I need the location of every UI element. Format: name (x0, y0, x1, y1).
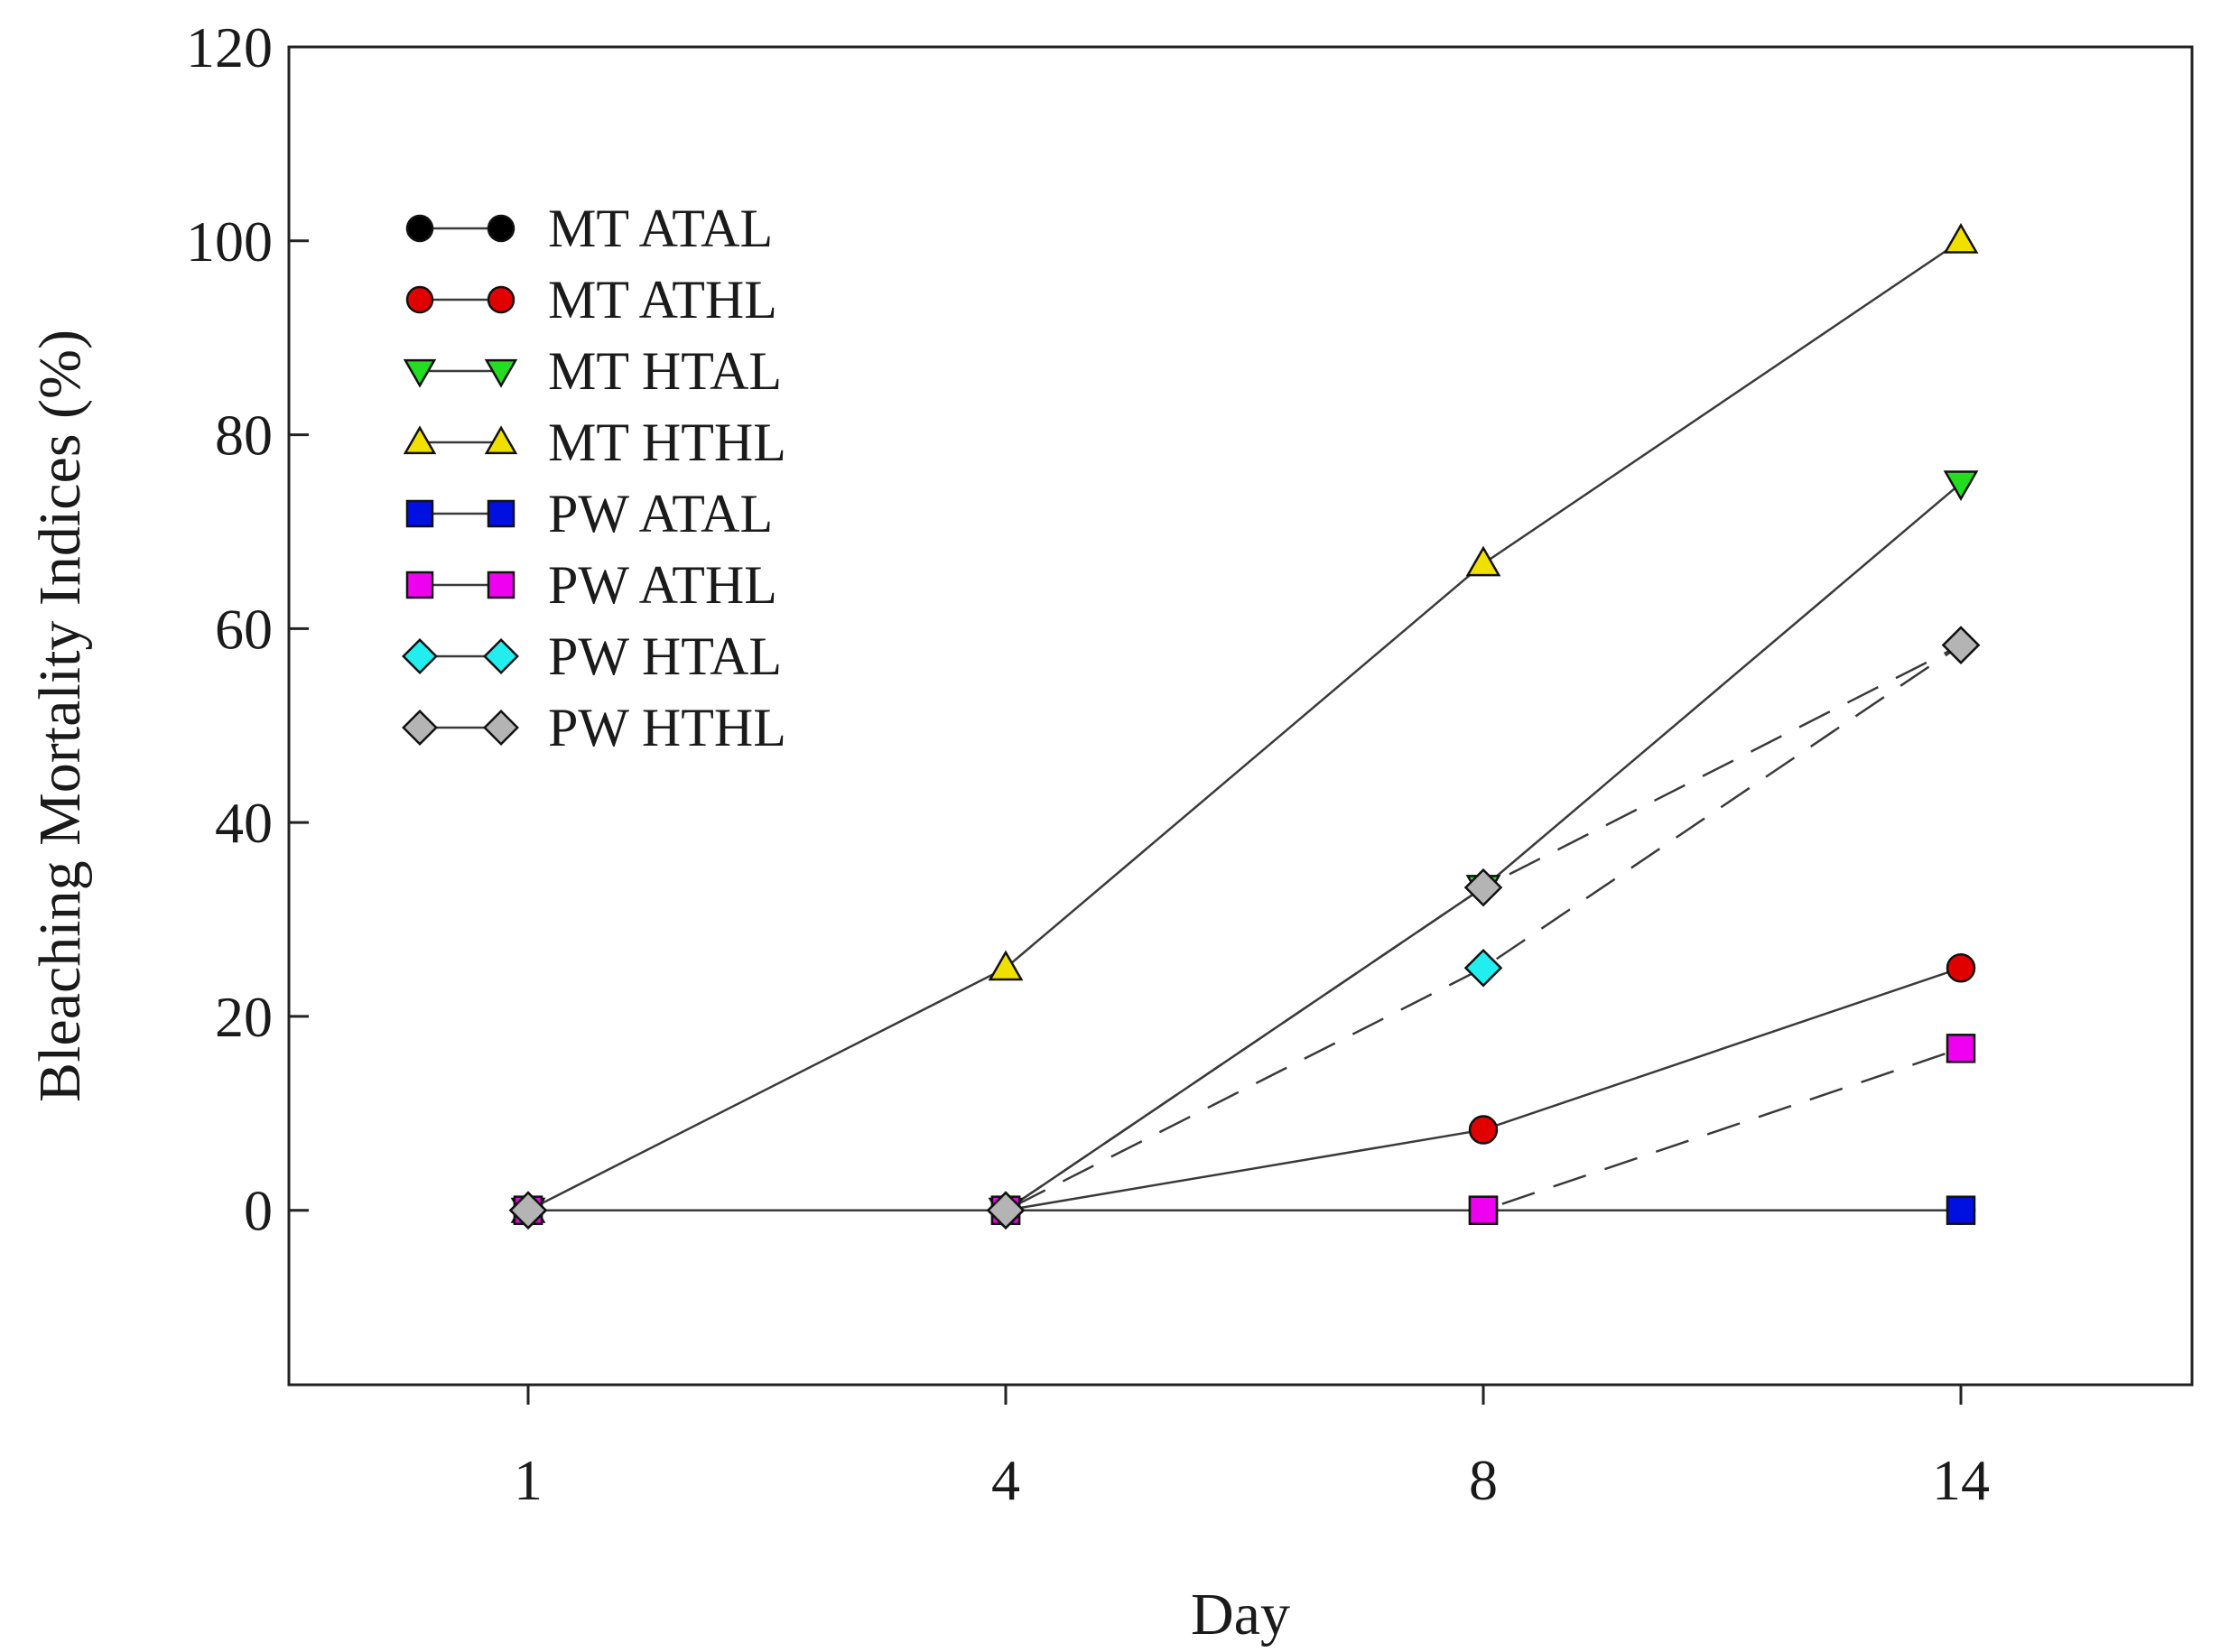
x-axis-ticks: 1 4 8 14 (514, 1385, 1990, 1512)
point-pw-athl (1946, 1034, 1976, 1063)
legend-label: MT HTHL (548, 413, 786, 472)
y-axis-title: Bleaching Mortality Indices (%) (27, 329, 93, 1102)
point-mt-athl (1468, 1115, 1499, 1145)
legend-item-pw-athl: PW ATHL (405, 555, 777, 615)
point-pw-atal (1946, 1195, 1976, 1225)
y-tick-label: 120 (186, 15, 273, 79)
legend-item-mt-htal: MT HTAL (403, 341, 782, 401)
y-tick-label: 60 (215, 597, 273, 661)
point-pw-hthl (986, 1191, 1026, 1230)
series-line-mt-athl (528, 967, 1962, 1211)
y-tick-label: 40 (215, 791, 273, 855)
point-pw-hthl (1463, 868, 1503, 907)
legend-item-pw-atal: PW ATAL (405, 484, 773, 543)
legend-label: MT HTAL (548, 341, 782, 401)
legend-label: MT ATAL (548, 199, 773, 258)
legend-label: MT ATHL (548, 270, 777, 329)
y-tick-label: 0 (244, 1179, 273, 1243)
legend-marker-left (405, 499, 434, 528)
point-pw-htal (1463, 948, 1503, 988)
series-markers (508, 223, 1981, 1230)
y-tick-label: 20 (215, 985, 273, 1049)
legend-marker-left (403, 358, 437, 388)
legend-marker-left (405, 571, 434, 599)
legend-marker-left (402, 638, 438, 674)
legend-item-mt-atal: MT ATAL (405, 199, 773, 258)
y-tick-label: 100 (186, 209, 273, 274)
legend-item-mt-athl: MT ATHL (405, 270, 777, 329)
series-line-pw-athl (528, 1047, 1962, 1211)
legend-marker-right (487, 571, 516, 599)
legend-marker-left (403, 425, 437, 455)
point-pw-hthl (508, 1191, 548, 1230)
legend-label: PW HTHL (548, 698, 786, 757)
point-pw-hthl (1941, 626, 1981, 664)
legend-item-pw-htal: PW HTAL (402, 626, 782, 686)
legend-label: PW ATHL (548, 555, 777, 615)
point-mt-hthl (1943, 223, 1979, 254)
x-tick-label: 4 (991, 1448, 1020, 1512)
point-mt-hthl (1465, 545, 1501, 577)
y-axis-ticks: 0 20 40 60 80 100 120 (186, 15, 309, 1243)
series-lines (527, 239, 1962, 1211)
point-mt-hthl (988, 950, 1024, 981)
legend-marker-right (483, 710, 519, 746)
x-axis-title: Day (1191, 1582, 1290, 1647)
legend-marker-right (487, 499, 516, 528)
x-tick-label: 8 (1469, 1448, 1498, 1512)
legend: MT ATAL MT ATHL MT HTAL MT HTHL PW ATAL PW AT… (402, 199, 786, 757)
plot-frame (287, 45, 2194, 1387)
x-tick-label: 14 (1932, 1448, 1990, 1512)
legend-marker-left (402, 710, 438, 746)
legend-marker-right (484, 358, 518, 388)
legend-marker-left (405, 214, 434, 243)
legend-marker-right (487, 214, 516, 243)
point-mt-athl (1946, 952, 1976, 983)
legend-marker-left (405, 285, 434, 314)
legend-label: PW ATAL (548, 484, 773, 543)
point-mt-htal (1943, 470, 1979, 502)
x-tick-label: 1 (514, 1448, 543, 1512)
legend-item-pw-hthl: PW HTHL (402, 698, 786, 757)
legend-label: PW HTAL (548, 626, 782, 686)
legend-item-mt-hthl: MT HTHL (403, 413, 786, 472)
legend-marker-right (487, 285, 516, 314)
series-line-mt-hthl (527, 239, 1962, 1211)
legend-marker-right (483, 638, 519, 674)
y-tick-label: 80 (215, 404, 273, 468)
series-line-pw-hthl (528, 644, 1962, 1211)
point-pw-athl (1468, 1195, 1499, 1225)
legend-marker-right (484, 425, 518, 455)
